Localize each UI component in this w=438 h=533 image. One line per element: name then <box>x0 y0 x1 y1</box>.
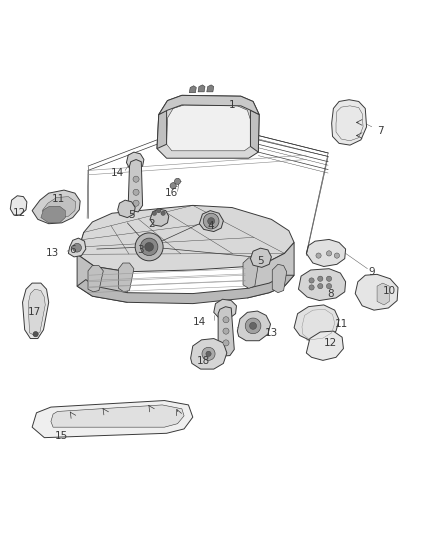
Polygon shape <box>247 243 294 298</box>
Polygon shape <box>218 306 234 356</box>
Polygon shape <box>119 263 134 292</box>
Circle shape <box>133 189 139 195</box>
Circle shape <box>316 253 321 258</box>
Text: 15: 15 <box>54 431 67 441</box>
Circle shape <box>33 332 38 337</box>
Polygon shape <box>22 283 49 338</box>
Text: 11: 11 <box>52 194 65 204</box>
Circle shape <box>326 276 332 281</box>
Text: 5: 5 <box>257 256 264 266</box>
Circle shape <box>326 251 332 256</box>
Text: 1: 1 <box>229 100 235 110</box>
Circle shape <box>334 253 339 258</box>
Circle shape <box>145 243 153 251</box>
Circle shape <box>309 285 314 290</box>
Text: 13: 13 <box>265 328 278 338</box>
Polygon shape <box>251 110 259 152</box>
Circle shape <box>206 351 211 357</box>
Circle shape <box>156 208 161 213</box>
Text: 12: 12 <box>12 208 26 218</box>
Polygon shape <box>306 331 343 360</box>
Polygon shape <box>150 209 169 227</box>
Polygon shape <box>28 289 45 335</box>
Text: 4: 4 <box>207 221 214 231</box>
Polygon shape <box>42 197 76 219</box>
Polygon shape <box>118 200 135 217</box>
Polygon shape <box>68 238 86 257</box>
Polygon shape <box>77 205 294 272</box>
Circle shape <box>250 322 257 329</box>
Circle shape <box>223 328 229 334</box>
Polygon shape <box>332 100 367 145</box>
Text: 12: 12 <box>324 338 337 348</box>
Circle shape <box>133 200 139 206</box>
Circle shape <box>318 276 323 281</box>
Polygon shape <box>272 264 287 293</box>
Circle shape <box>174 179 180 184</box>
Circle shape <box>161 211 165 215</box>
Text: 17: 17 <box>28 308 41 317</box>
Text: 9: 9 <box>368 266 375 277</box>
Polygon shape <box>189 86 196 93</box>
Circle shape <box>203 213 219 229</box>
Circle shape <box>309 278 314 283</box>
Polygon shape <box>198 85 205 92</box>
Polygon shape <box>298 269 346 301</box>
Circle shape <box>318 284 323 289</box>
Circle shape <box>170 183 176 189</box>
Polygon shape <box>32 400 193 438</box>
Polygon shape <box>88 265 103 292</box>
Polygon shape <box>32 190 80 224</box>
Text: 10: 10 <box>383 286 396 296</box>
Polygon shape <box>243 258 258 288</box>
Text: 14: 14 <box>111 168 124 177</box>
Polygon shape <box>159 95 259 115</box>
Text: 8: 8 <box>327 288 334 298</box>
Circle shape <box>202 348 215 360</box>
Text: 3: 3 <box>137 245 144 255</box>
Circle shape <box>152 211 156 215</box>
Polygon shape <box>214 299 237 319</box>
Polygon shape <box>377 283 389 305</box>
Polygon shape <box>157 110 166 149</box>
Circle shape <box>223 317 229 323</box>
Polygon shape <box>41 206 65 223</box>
Circle shape <box>208 217 215 224</box>
Polygon shape <box>191 338 227 369</box>
Polygon shape <box>77 254 127 302</box>
Polygon shape <box>355 274 398 310</box>
Circle shape <box>223 340 229 346</box>
Text: 16: 16 <box>164 188 177 198</box>
Polygon shape <box>128 159 143 212</box>
Polygon shape <box>127 152 144 169</box>
Text: 6: 6 <box>69 245 76 255</box>
Polygon shape <box>237 311 271 341</box>
Circle shape <box>73 244 81 252</box>
Polygon shape <box>199 211 223 231</box>
Polygon shape <box>51 405 184 427</box>
Polygon shape <box>11 196 27 215</box>
Circle shape <box>133 176 139 182</box>
Polygon shape <box>251 248 272 268</box>
Polygon shape <box>207 85 214 92</box>
Polygon shape <box>166 105 251 151</box>
Circle shape <box>141 238 158 256</box>
Text: 5: 5 <box>128 210 135 220</box>
Text: 18: 18 <box>197 356 210 366</box>
Text: 14: 14 <box>193 317 206 327</box>
Text: 7: 7 <box>377 126 384 136</box>
Text: 2: 2 <box>148 219 155 229</box>
Polygon shape <box>157 95 259 158</box>
Polygon shape <box>294 305 339 341</box>
Circle shape <box>135 233 163 261</box>
Text: 11: 11 <box>335 319 348 329</box>
Text: 13: 13 <box>46 248 59 259</box>
Circle shape <box>245 318 261 334</box>
Polygon shape <box>306 239 346 266</box>
Polygon shape <box>77 275 294 304</box>
Circle shape <box>326 284 332 289</box>
